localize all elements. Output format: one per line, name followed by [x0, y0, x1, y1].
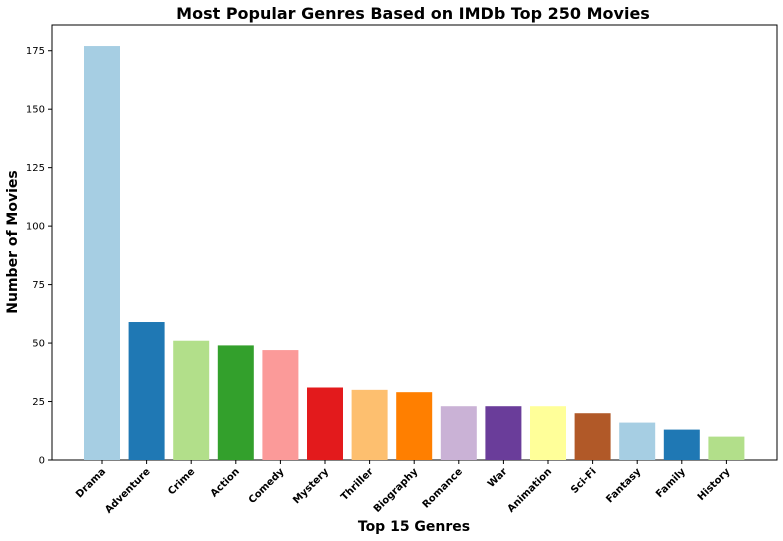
y-tick-label: 75: [32, 280, 45, 291]
x-tick-label: Family: [654, 466, 688, 500]
y-tick-label: 0: [39, 456, 45, 467]
x-tick-label: Animation: [506, 466, 555, 515]
bar-family: [663, 429, 700, 460]
bar-fantasy: [619, 422, 656, 460]
bars-group: [84, 46, 745, 460]
y-tick-label: 25: [32, 397, 45, 408]
y-axis-ticks: 0 25 50 75 100 125 150 175: [26, 46, 52, 467]
bar-drama: [84, 46, 120, 460]
x-tick-label: Biography: [372, 466, 421, 515]
x-tick-label: Romance: [421, 466, 465, 510]
x-tick-label: Mystery: [291, 466, 331, 506]
chart-title: Most Popular Genres Based on IMDb Top 25…: [176, 4, 650, 23]
x-axis-label: Top 15 Genres: [358, 519, 470, 535]
x-tick-label: Sci-Fi: [569, 466, 599, 496]
bar-sci-fi: [574, 413, 611, 460]
y-tick-label: 100: [26, 222, 45, 233]
bar-thriller: [351, 389, 388, 460]
bar-adventure: [128, 322, 165, 460]
bar-crime: [173, 340, 210, 460]
x-tick-label: Adventure: [103, 466, 153, 516]
bar-war: [485, 406, 522, 460]
bar-biography: [396, 392, 433, 460]
x-tick-label: History: [696, 466, 733, 503]
y-tick-label: 125: [26, 163, 45, 174]
y-axis-label: Number of Movies: [5, 170, 21, 313]
bar-history: [708, 436, 745, 460]
x-tick-label: Drama: [74, 466, 108, 500]
x-tick-label: War: [486, 466, 510, 490]
bar-animation: [530, 406, 566, 460]
x-tick-label: Thriller: [339, 466, 376, 503]
bar-romance: [440, 406, 477, 460]
bar-action: [217, 345, 254, 460]
x-tick-label: Comedy: [247, 466, 287, 506]
x-tick-label: Crime: [166, 466, 197, 497]
x-tick-label: Fantasy: [604, 466, 643, 505]
x-tick-label: Action: [209, 466, 242, 499]
y-tick-label: 175: [26, 46, 45, 57]
y-tick-label: 50: [32, 339, 45, 350]
bar-comedy: [262, 350, 299, 460]
y-tick-label: 150: [26, 105, 45, 116]
bar-mystery: [307, 387, 343, 460]
